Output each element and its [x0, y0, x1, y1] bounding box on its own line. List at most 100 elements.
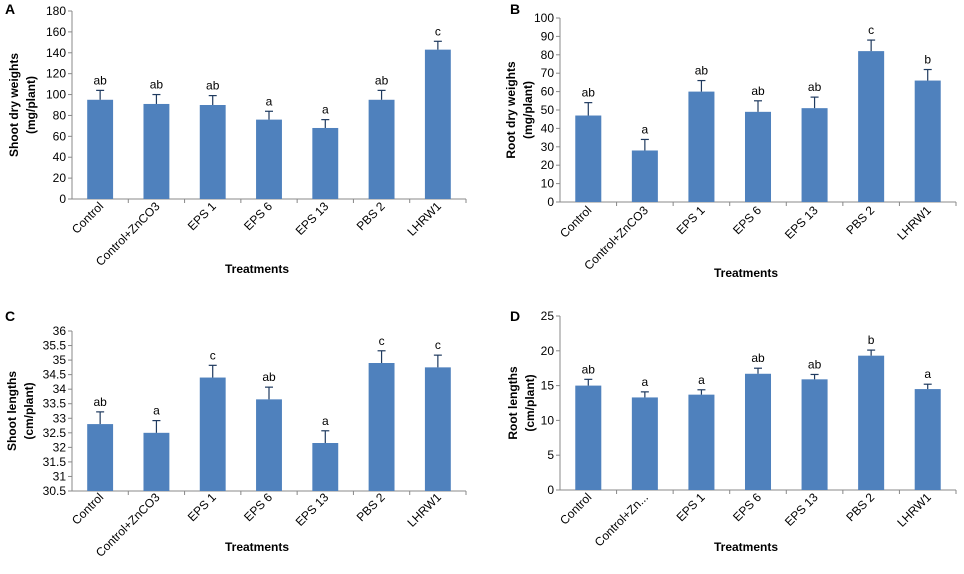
panel-d-y-tick-label: 15 — [541, 379, 555, 393]
panel-d-y-tick-label: 20 — [541, 344, 555, 358]
panel-c-y-tick-label: 34 — [53, 382, 67, 396]
panel-a-significance-label: ab — [93, 73, 107, 87]
panel-c-bar — [199, 377, 226, 491]
panel-a-category-label: EPS 6 — [241, 199, 275, 233]
panel-d-bar — [858, 355, 885, 490]
panel-b-bar — [914, 80, 941, 202]
panel-b-y-tick-label: 0 — [547, 195, 554, 209]
panel-b-y-axis-title: Root dry weights (mg/plant) — [504, 61, 535, 159]
panel-a-y-tick-label: 160 — [46, 25, 66, 39]
panel-d-significance-label: ab — [582, 362, 596, 376]
panel-c-bar — [256, 399, 282, 491]
panel-a-bar — [256, 119, 282, 199]
panel-d-bar — [744, 373, 772, 490]
panel-c-y-tick-label: 34.5 — [43, 368, 67, 382]
panel-c-y-tick-label: 30.5 — [43, 484, 67, 498]
panel-b-significance-label: a — [642, 122, 649, 136]
panel-a-bar — [424, 49, 451, 200]
panel-b-category-label: EPS 13 — [782, 203, 821, 242]
panel-b-y-axis-title-line: Root dry weights — [504, 61, 518, 159]
panel-b-y-tick-label: 40 — [541, 121, 555, 135]
panel-c-x-axis-title: Treatments — [225, 540, 289, 554]
panel-a-label: A — [5, 1, 15, 17]
panel-b-bar — [744, 111, 772, 202]
panel-a-y-tick-label: 60 — [53, 129, 67, 143]
panel-b-bar — [575, 115, 602, 202]
panel-d-significance-label: b — [868, 333, 875, 347]
panel-a-y-tick-label: 140 — [46, 46, 66, 60]
panel-d-bar — [631, 397, 658, 490]
panel-a-y-tick-label: 80 — [53, 108, 67, 122]
panel-d-category-label: EPS 6 — [730, 490, 764, 524]
panel-a-category-label: Control — [69, 199, 106, 236]
panel-a-significance-label: ab — [375, 73, 389, 87]
panel-b-y-tick-label: 20 — [541, 158, 555, 172]
panel-b-significance-label: b — [924, 53, 931, 67]
panel-a-significance-label: a — [322, 103, 329, 117]
panel-b-category-label: PBS 2 — [843, 203, 877, 237]
panel-a-significance-label: c — [435, 24, 441, 38]
panel-a-bar — [199, 105, 226, 199]
panel-c-category-label: EPS 13 — [293, 490, 332, 529]
panel-a-y-tick-label: 120 — [46, 67, 66, 81]
panel-c-y-axis-title-line: Shoot lengths — [5, 371, 19, 451]
panel-d-significance-label: a — [698, 373, 705, 387]
panel-b-significance-label: ab — [751, 84, 765, 98]
panel-d-category-label: LHRW1 — [894, 490, 934, 530]
panel-a-category-label: LHRW1 — [405, 199, 445, 239]
panel-c-bar — [424, 367, 451, 491]
panel-d-x-axis-title: Treatments — [714, 540, 778, 554]
panel-a-y-axis-title-line: Shoot dry weights — [7, 53, 21, 157]
panel-c-significance-label: a — [153, 404, 160, 418]
panel-c-category-label: EPS 1 — [185, 490, 219, 524]
panel-a-category-label: EPS 1 — [185, 199, 219, 233]
panel-b-y-tick-label: 10 — [541, 177, 555, 191]
panel-a-significance-label: ab — [206, 79, 220, 93]
panel-b-significance-label: c — [868, 23, 874, 37]
panel-a-bar — [368, 99, 395, 199]
panel-c-y-axis-title: Shoot lengths (cm/plant) — [5, 371, 36, 451]
panel-d-significance-label: a — [642, 375, 649, 389]
panel-b-bar — [631, 150, 658, 202]
panel-a-y-axis-title-line: (mg/plant) — [24, 76, 38, 134]
panel-d-y-tick-label: 0 — [547, 483, 554, 497]
panel-b-y-tick-label: 60 — [541, 85, 555, 99]
panel-c-y-tick-label: 33.5 — [43, 397, 67, 411]
panel-b-y-tick-label: 90 — [541, 29, 555, 43]
panel-b-y-tick-label: 70 — [541, 66, 555, 80]
panel-c-bar — [143, 432, 170, 491]
panel-c-y-tick-label: 31.5 — [43, 455, 67, 469]
panel-a-y-tick-label: 40 — [53, 150, 67, 164]
panel-d-bar — [575, 385, 602, 490]
panel-c-y-tick-label: 33 — [53, 411, 67, 425]
panel-d-significance-label: ab — [808, 357, 822, 371]
panel-d-category-label: Control+Zn... — [592, 490, 651, 549]
panel-b-significance-label: ab — [582, 86, 596, 100]
panel-a-y-tick-label: 20 — [53, 171, 67, 185]
panel-d-y-axis-title-line: Root lengths — [506, 366, 520, 440]
panel-c-bar — [312, 443, 339, 491]
panel-a-bar — [143, 103, 170, 199]
panel-d-y-tick-label: 25 — [541, 309, 555, 323]
panel-b-bar — [688, 91, 715, 202]
panel-b-y-tick-label: 100 — [534, 11, 554, 25]
panel-b-y-axis-title-line: (mg/plant) — [521, 81, 535, 139]
panel-b-y-tick-label: 30 — [541, 140, 555, 154]
panel-c-category-label: Control — [69, 490, 106, 527]
panel-b-category-label: EPS 6 — [730, 203, 764, 237]
panel-c-bar — [87, 424, 114, 491]
panel-b-bar — [801, 108, 828, 202]
panel-c-significance-label: ab — [262, 370, 276, 384]
panel-d-bar — [688, 394, 715, 490]
panel-a-bar — [87, 99, 114, 199]
panel-a-y-tick-label: 180 — [46, 4, 66, 18]
panel-c-significance-label: ab — [93, 395, 107, 409]
panel-c-significance-label: a — [322, 414, 329, 428]
panel-c-category-label: EPS 6 — [241, 490, 275, 524]
panel-c-y-tick-label: 32 — [53, 440, 67, 454]
panel-b-y-tick-label: 50 — [541, 103, 555, 117]
panel-b-significance-label: ab — [808, 80, 822, 94]
panel-c-bar — [368, 363, 395, 491]
panel-d-category-label: EPS 13 — [782, 490, 821, 529]
